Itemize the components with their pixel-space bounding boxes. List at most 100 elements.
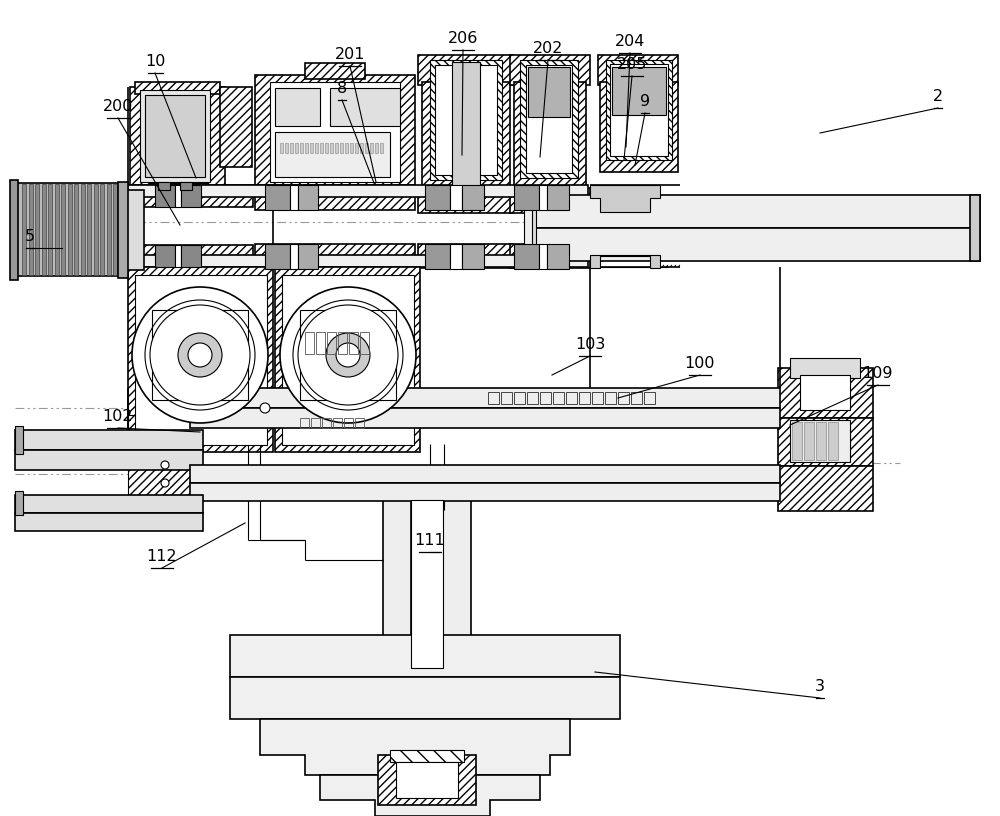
Bar	[606, 60, 672, 160]
Bar	[152, 310, 248, 400]
Circle shape	[336, 343, 360, 367]
Circle shape	[280, 287, 416, 423]
Bar	[15, 450, 203, 470]
Bar	[15, 426, 23, 454]
Bar	[514, 185, 539, 210]
Bar	[265, 244, 290, 269]
Bar	[370, 143, 373, 153]
Bar	[631, 392, 642, 404]
Bar	[514, 82, 586, 192]
Bar	[315, 143, 318, 153]
Bar	[22, 184, 26, 275]
Bar	[290, 185, 298, 210]
Circle shape	[298, 305, 398, 405]
Bar	[298, 244, 318, 269]
Bar	[128, 185, 253, 207]
Bar	[295, 143, 298, 153]
Bar	[180, 182, 192, 190]
Bar	[804, 422, 814, 460]
Text: 204: 204	[615, 34, 645, 49]
Bar	[396, 762, 458, 798]
Bar	[10, 180, 18, 280]
Text: 3: 3	[815, 679, 825, 694]
Bar	[158, 182, 170, 190]
Bar	[15, 491, 23, 515]
Bar	[35, 184, 39, 275]
Bar	[418, 55, 513, 85]
Bar	[411, 500, 443, 668]
Bar	[335, 143, 338, 153]
Bar	[425, 244, 450, 269]
Bar	[152, 310, 248, 400]
Bar	[80, 184, 84, 275]
Bar	[462, 185, 484, 210]
Bar	[305, 63, 365, 79]
Bar	[527, 392, 538, 404]
Bar	[230, 677, 620, 719]
Bar	[175, 185, 181, 207]
Circle shape	[150, 305, 250, 405]
Bar	[970, 195, 980, 261]
Bar	[310, 143, 313, 153]
Bar	[300, 418, 309, 428]
Bar	[598, 55, 678, 85]
Text: 100: 100	[685, 356, 715, 371]
Bar	[155, 245, 175, 267]
Bar	[135, 275, 267, 445]
Text: 205: 205	[617, 57, 647, 72]
Bar	[298, 185, 318, 210]
Text: 2: 2	[933, 89, 943, 104]
Bar	[14, 183, 122, 276]
Bar	[530, 195, 980, 228]
Bar	[378, 755, 476, 805]
Bar	[128, 267, 273, 452]
Bar	[128, 245, 253, 267]
Bar	[350, 143, 353, 153]
Bar	[130, 87, 225, 202]
Bar	[181, 185, 201, 207]
Bar	[320, 143, 323, 153]
Bar	[566, 392, 577, 404]
Text: 9: 9	[640, 94, 650, 109]
Bar	[282, 275, 414, 445]
Circle shape	[326, 333, 370, 377]
Circle shape	[188, 343, 212, 367]
Bar	[181, 245, 201, 267]
Bar	[255, 75, 415, 190]
Bar	[539, 185, 547, 210]
Bar	[349, 332, 358, 354]
Bar	[325, 143, 328, 153]
Bar	[190, 388, 780, 408]
Bar	[275, 88, 320, 126]
Circle shape	[145, 300, 255, 410]
Bar	[155, 185, 175, 207]
Bar	[270, 82, 400, 182]
Bar	[514, 392, 525, 404]
Bar	[280, 143, 283, 153]
Bar	[190, 465, 780, 483]
Bar	[68, 184, 72, 275]
Bar	[100, 184, 104, 275]
Bar	[425, 185, 450, 210]
Bar	[285, 143, 288, 153]
Bar	[778, 368, 873, 418]
Bar	[175, 245, 181, 267]
Bar	[520, 60, 578, 178]
Bar	[316, 332, 325, 354]
Bar	[106, 184, 110, 275]
Bar	[122, 190, 144, 270]
Bar	[778, 466, 873, 511]
Circle shape	[260, 403, 270, 413]
Circle shape	[178, 333, 222, 377]
Text: 5: 5	[25, 229, 35, 244]
Circle shape	[161, 479, 169, 487]
Circle shape	[293, 300, 403, 410]
Bar	[355, 143, 358, 153]
Bar	[330, 143, 333, 153]
Bar	[365, 143, 368, 153]
Bar	[113, 184, 117, 275]
Bar	[290, 143, 293, 153]
Bar	[592, 392, 603, 404]
Bar	[462, 244, 484, 269]
Bar	[644, 392, 655, 404]
